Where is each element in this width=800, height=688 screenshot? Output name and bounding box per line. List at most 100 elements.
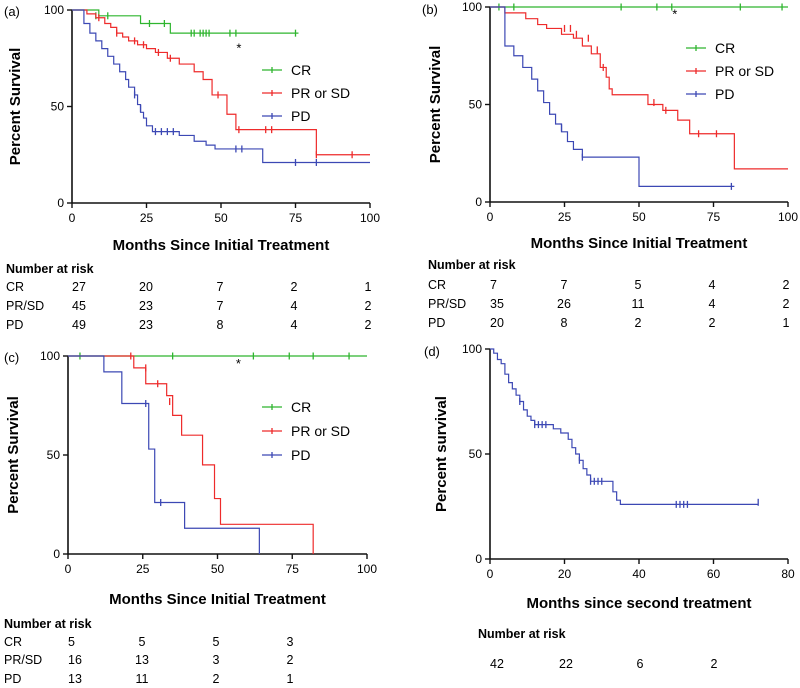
legend-label: PR or SD (291, 423, 350, 439)
legend-label: PR or SD (291, 85, 350, 101)
x-tick-label: 75 (289, 211, 303, 225)
risk-row-label: PD (4, 672, 21, 686)
risk-cell: 7 (217, 299, 224, 313)
legend-label: PR or SD (715, 63, 774, 79)
series-pd (490, 348, 759, 508)
risk-cell: 35 (490, 297, 504, 311)
risk-cell: 49 (72, 318, 86, 332)
series-pr-or-sd (72, 9, 370, 159)
risk-cell: 7 (217, 280, 224, 294)
y-tick-label: 50 (469, 447, 483, 461)
risk-cell: 7 (561, 278, 568, 292)
significance-mark: * (236, 40, 241, 55)
risk-row-label: CR (6, 280, 24, 294)
risk-cell: 2 (635, 316, 642, 330)
risk-table-title: Number at risk (478, 627, 566, 641)
risk-cell: 45 (72, 299, 86, 313)
x-tick-label: 60 (707, 567, 721, 581)
risk-cell: 27 (72, 280, 86, 294)
risk-row-label: CR (428, 278, 446, 292)
y-tick-label: 0 (475, 552, 482, 566)
y-tick-label: 100 (462, 0, 482, 14)
risk-cell: 20 (490, 316, 504, 330)
x-tick-label: 50 (214, 211, 228, 225)
y-tick-label: 100 (40, 349, 60, 363)
risk-cell: 26 (557, 297, 571, 311)
risk-cell: 2 (709, 316, 716, 330)
y-tick-label: 50 (47, 448, 61, 462)
x-tick-label: 100 (357, 562, 377, 576)
risk-cell: 2 (711, 657, 718, 671)
risk-cell: 4 (291, 299, 298, 313)
risk-row-label: CR (4, 635, 22, 649)
x-tick-label: 0 (69, 211, 76, 225)
risk-table-title: Number at risk (4, 617, 92, 631)
survival-curve (490, 6, 788, 170)
risk-cell: 4 (291, 318, 298, 332)
x-tick-label: 40 (632, 567, 646, 581)
risk-cell: 1 (783, 316, 790, 330)
y-tick-label: 0 (53, 547, 60, 561)
risk-cell: 8 (561, 316, 568, 330)
x-axis-label: Months since second treatment (526, 595, 751, 612)
risk-cell: 2 (783, 278, 790, 292)
y-tick-label: 50 (469, 98, 483, 112)
risk-table-title: Number at risk (6, 262, 94, 276)
significance-mark: * (672, 7, 677, 22)
survival-curve (72, 9, 370, 164)
survival-curve (72, 9, 299, 34)
x-tick-label: 75 (707, 210, 721, 224)
panel-label: (c) (4, 350, 19, 365)
x-tick-label: 80 (781, 567, 795, 581)
x-tick-label: 0 (65, 562, 72, 576)
x-tick-label: 100 (360, 211, 380, 225)
axes: 0 25 50 75 100 0 50 100 (44, 3, 380, 225)
risk-table: Number at risk 42 22 6 2 (478, 627, 718, 671)
legend-label: PD (291, 108, 310, 124)
risk-cell: 2 (365, 299, 372, 313)
risk-cell: 1 (287, 672, 294, 686)
series-cr (490, 3, 788, 11)
series-pd (490, 6, 735, 190)
survival-curve (68, 355, 260, 554)
axes: 0 20 40 60 80 0 50 100 (462, 342, 795, 581)
risk-cell: 11 (136, 672, 149, 686)
risk-cell: 5 (68, 635, 75, 649)
x-tick-label: 100 (778, 210, 798, 224)
legend-label: CR (291, 399, 311, 415)
series-pr-or-sd (68, 352, 314, 554)
legend-label: CR (291, 62, 311, 78)
panel-label: (b) (422, 2, 438, 17)
axes: 0 25 50 75 100 0 50 100 (462, 0, 798, 224)
risk-cell: 16 (68, 653, 82, 667)
risk-cell: 13 (135, 653, 149, 667)
risk-cell: 3 (213, 653, 220, 667)
x-tick-label: 25 (140, 211, 154, 225)
y-axis-label: Percent survival (433, 396, 450, 512)
survival-curve (72, 9, 370, 156)
risk-cell: 2 (783, 297, 790, 311)
risk-cell: 3 (287, 635, 294, 649)
risk-row-label: PR/SD (6, 299, 44, 313)
risk-row-label: PD (428, 316, 445, 330)
y-tick-label: 0 (57, 196, 64, 210)
risk-cell: 23 (139, 318, 153, 332)
x-axis-label: Months Since Initial Treatment (113, 237, 330, 254)
y-tick-label: 100 (44, 3, 64, 17)
significance-mark: * (236, 356, 241, 371)
y-axis-label: Percent Survival (427, 46, 444, 164)
y-axis-label: Percent Survival (5, 396, 22, 514)
x-tick-label: 0 (487, 210, 494, 224)
risk-cell: 6 (637, 657, 644, 671)
risk-row-label: PD (6, 318, 23, 332)
x-tick-label: 50 (211, 562, 225, 576)
risk-cell: 20 (139, 280, 153, 294)
risk-cell: 8 (217, 318, 224, 332)
legend-label: CR (715, 40, 735, 56)
risk-cell: 7 (490, 278, 497, 292)
legend: CR PR or SD PD (262, 62, 350, 124)
risk-cell: 1 (365, 280, 372, 294)
